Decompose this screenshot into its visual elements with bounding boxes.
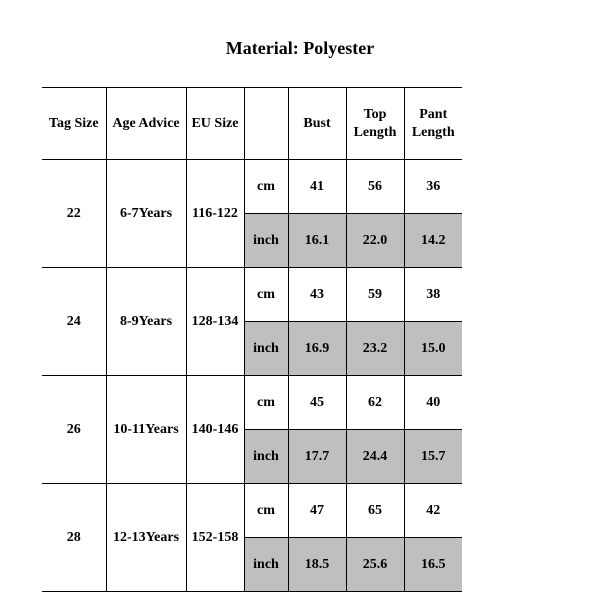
cell-bust: 17.7 <box>288 430 346 484</box>
cell-unit-cm: cm <box>244 376 288 430</box>
cell-top: 25.6 <box>346 538 404 592</box>
cell-tag: 28 <box>42 484 106 592</box>
cell-tag: 26 <box>42 376 106 484</box>
table-row: 26 10-11Years 140-146 cm 45 62 40 <box>42 376 462 430</box>
cell-pant: 16.5 <box>404 538 462 592</box>
cell-pant: 14.2 <box>404 214 462 268</box>
cell-unit-inch: inch <box>244 538 288 592</box>
cell-top: 65 <box>346 484 404 538</box>
cell-age: 12-13Years <box>106 484 186 592</box>
cell-unit-cm: cm <box>244 484 288 538</box>
cell-unit-cm: cm <box>244 268 288 322</box>
cell-top: 23.2 <box>346 322 404 376</box>
col-unit <box>244 88 288 160</box>
cell-bust: 16.9 <box>288 322 346 376</box>
cell-age: 6-7Years <box>106 160 186 268</box>
cell-pant: 15.7 <box>404 430 462 484</box>
cell-eu: 152-158 <box>186 484 244 592</box>
table-row: 24 8-9Years 128-134 cm 43 59 38 <box>42 268 462 322</box>
cell-unit-inch: inch <box>244 322 288 376</box>
cell-pant: 36 <box>404 160 462 214</box>
cell-pant: 42 <box>404 484 462 538</box>
col-pant-length: Pant Length <box>404 88 462 160</box>
cell-bust: 16.1 <box>288 214 346 268</box>
cell-age: 8-9Years <box>106 268 186 376</box>
cell-pant: 15.0 <box>404 322 462 376</box>
size-table: Tag Size Age Advice EU Size Bust Top Len… <box>42 87 462 592</box>
cell-top: 22.0 <box>346 214 404 268</box>
table-row: 22 6-7Years 116-122 cm 41 56 36 <box>42 160 462 214</box>
cell-top: 56 <box>346 160 404 214</box>
cell-unit-inch: inch <box>244 214 288 268</box>
table-body: 22 6-7Years 116-122 cm 41 56 36 inch 16.… <box>42 160 462 592</box>
cell-eu: 116-122 <box>186 160 244 268</box>
cell-bust: 45 <box>288 376 346 430</box>
table-row: 28 12-13Years 152-158 cm 47 65 42 <box>42 484 462 538</box>
cell-bust: 41 <box>288 160 346 214</box>
col-eu-size: EU Size <box>186 88 244 160</box>
cell-tag: 22 <box>42 160 106 268</box>
cell-tag: 24 <box>42 268 106 376</box>
cell-unit-cm: cm <box>244 160 288 214</box>
cell-bust: 47 <box>288 484 346 538</box>
cell-top: 62 <box>346 376 404 430</box>
cell-eu: 128-134 <box>186 268 244 376</box>
col-bust: Bust <box>288 88 346 160</box>
cell-pant: 38 <box>404 268 462 322</box>
cell-top: 59 <box>346 268 404 322</box>
cell-bust: 18.5 <box>288 538 346 592</box>
table-header-row: Tag Size Age Advice EU Size Bust Top Len… <box>42 88 462 160</box>
col-top-length: Top Length <box>346 88 404 160</box>
cell-eu: 140-146 <box>186 376 244 484</box>
cell-top: 24.4 <box>346 430 404 484</box>
cell-age: 10-11Years <box>106 376 186 484</box>
col-tag-size: Tag Size <box>42 88 106 160</box>
cell-pant: 40 <box>404 376 462 430</box>
cell-unit-inch: inch <box>244 430 288 484</box>
col-age-advice: Age Advice <box>106 88 186 160</box>
page-title: Material: Polyester <box>0 0 600 87</box>
cell-bust: 43 <box>288 268 346 322</box>
